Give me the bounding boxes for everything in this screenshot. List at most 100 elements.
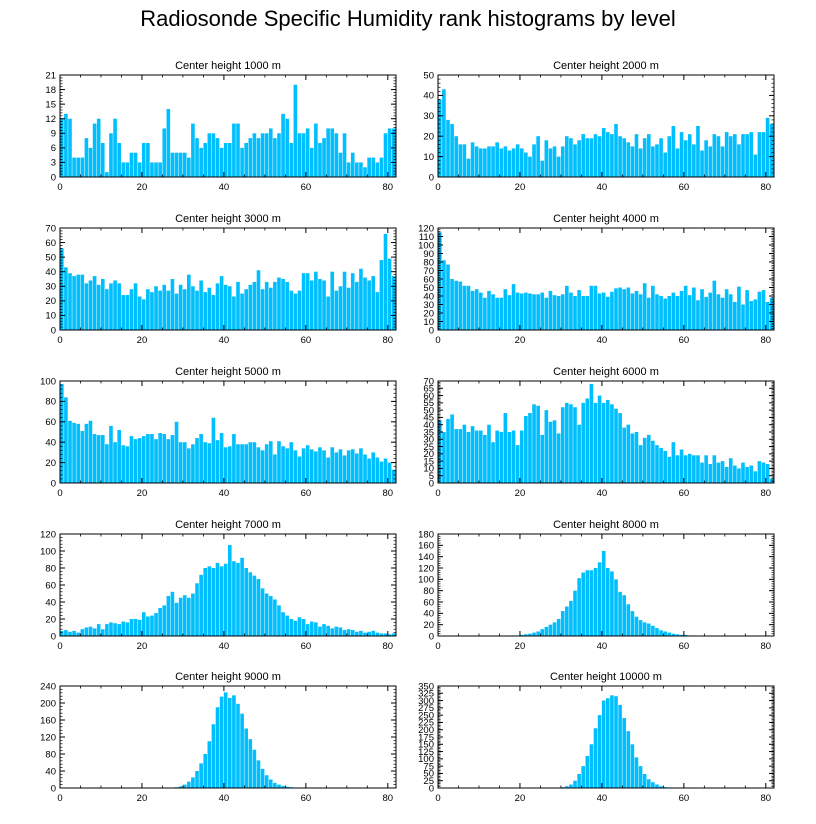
bar bbox=[150, 434, 154, 483]
bar bbox=[487, 424, 491, 483]
bar bbox=[474, 430, 479, 483]
bar bbox=[634, 757, 639, 788]
bar bbox=[334, 626, 339, 636]
bar bbox=[293, 84, 298, 177]
bar bbox=[260, 768, 265, 789]
bar bbox=[765, 117, 770, 177]
bar bbox=[256, 270, 261, 330]
bar bbox=[133, 152, 138, 177]
panel-title: Center height 6000 m bbox=[553, 366, 659, 378]
panel-title: Center height 5000 m bbox=[175, 366, 281, 378]
bar bbox=[387, 128, 392, 177]
bar bbox=[438, 232, 442, 330]
bar bbox=[375, 457, 380, 483]
y-tick-label: 175 bbox=[418, 732, 434, 743]
bar bbox=[228, 143, 232, 177]
bar bbox=[651, 285, 655, 330]
y-tick-label: 18 bbox=[45, 85, 56, 96]
bar bbox=[158, 607, 162, 636]
bar bbox=[236, 444, 240, 483]
y-tick-label: 40 bbox=[45, 267, 56, 278]
bar bbox=[100, 143, 105, 177]
bar bbox=[391, 469, 396, 483]
bar bbox=[219, 433, 224, 483]
bar bbox=[273, 599, 277, 636]
bar bbox=[154, 162, 158, 177]
bar bbox=[733, 301, 737, 330]
bar bbox=[80, 157, 85, 177]
bar bbox=[342, 133, 347, 177]
bar bbox=[158, 290, 162, 330]
y-tick-label: 9 bbox=[51, 129, 56, 140]
bar bbox=[704, 140, 708, 177]
bar bbox=[544, 140, 549, 177]
bar bbox=[683, 285, 688, 330]
bar bbox=[663, 450, 667, 483]
panel-title: Center height 7000 m bbox=[175, 519, 281, 531]
y-tick-label: 55 bbox=[423, 398, 434, 409]
y-tick-label: 100 bbox=[40, 376, 56, 387]
y-tick-label: 40 bbox=[45, 438, 56, 449]
bar bbox=[581, 134, 586, 177]
bar bbox=[187, 274, 191, 330]
bar bbox=[211, 417, 216, 483]
bar bbox=[367, 458, 371, 483]
bar bbox=[260, 450, 265, 483]
bar bbox=[211, 568, 216, 636]
bar bbox=[129, 436, 134, 483]
bar bbox=[236, 281, 240, 330]
bar bbox=[610, 291, 614, 330]
bar bbox=[626, 604, 631, 636]
bar bbox=[96, 624, 101, 636]
bar bbox=[716, 462, 721, 483]
y-tick-label: 200 bbox=[418, 725, 434, 736]
bar bbox=[487, 290, 491, 330]
y-tick-label: 40 bbox=[45, 766, 56, 777]
bar bbox=[622, 595, 626, 636]
y-tick-label: 40 bbox=[423, 91, 434, 102]
bar bbox=[293, 620, 298, 636]
bar bbox=[585, 296, 590, 330]
y-tick-label: 5 bbox=[429, 471, 434, 482]
bar bbox=[289, 290, 294, 330]
bar bbox=[532, 404, 536, 483]
bar bbox=[174, 152, 179, 177]
bar bbox=[252, 133, 257, 177]
bar bbox=[753, 154, 758, 177]
bar bbox=[524, 292, 528, 330]
bar bbox=[606, 568, 610, 636]
y-tick-label: 10 bbox=[423, 464, 434, 475]
bar bbox=[191, 777, 195, 789]
x-tick-label: 20 bbox=[137, 335, 148, 346]
bar bbox=[363, 167, 367, 177]
bar bbox=[281, 612, 285, 636]
bar bbox=[105, 289, 109, 330]
bar bbox=[560, 294, 565, 330]
bar bbox=[675, 634, 680, 636]
bar bbox=[700, 289, 704, 330]
bar bbox=[187, 448, 191, 483]
bar bbox=[146, 143, 150, 177]
bar bbox=[487, 146, 491, 177]
bar bbox=[305, 445, 310, 483]
bar bbox=[548, 421, 553, 483]
bar bbox=[454, 429, 458, 483]
panel-2: Center height 2000 m 0 20 40 60 80 0 10 20 30 40 50 bbox=[423, 60, 775, 193]
bar bbox=[338, 449, 343, 483]
bar bbox=[170, 435, 175, 483]
bar bbox=[199, 574, 203, 636]
bar bbox=[187, 597, 191, 636]
bar bbox=[454, 280, 458, 330]
bar bbox=[565, 402, 569, 483]
bar bbox=[129, 289, 134, 330]
bar bbox=[708, 464, 713, 483]
bar bbox=[174, 602, 179, 636]
bar bbox=[638, 766, 643, 788]
bar bbox=[585, 755, 590, 788]
bar bbox=[720, 461, 725, 483]
bar bbox=[565, 606, 569, 636]
y-tick-label: 180 bbox=[418, 529, 434, 540]
bar bbox=[268, 596, 273, 636]
bar bbox=[203, 143, 208, 177]
y-tick-label: 35 bbox=[423, 427, 434, 438]
